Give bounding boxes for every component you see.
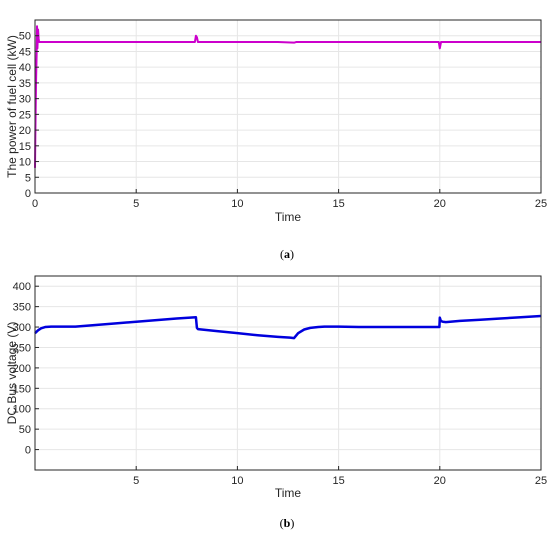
x-tick-label: 25 — [535, 475, 547, 487]
x-tick-label: 10 — [231, 198, 243, 210]
y-tick-label: 300 — [13, 322, 31, 334]
y-tick-label: 350 — [13, 302, 31, 314]
panel-a-grid — [34, 20, 542, 194]
panel-b-caption: (b) — [280, 516, 295, 530]
x-tick-label: 25 — [535, 198, 547, 210]
data-line — [34, 314, 542, 340]
y-tick-label: 40 — [19, 62, 31, 74]
y-tick-label: 10 — [19, 157, 31, 169]
x-tick-label: 5 — [133, 198, 139, 210]
panel-a: 0 5 10 15 20 25 0 5 10 15 20 25 30 35 40 45 50 Time The … — [5, 19, 547, 261]
panel-a-x-axis-label: Time — [275, 210, 302, 224]
panel-b-grid — [35, 276, 542, 470]
panel-a-axes-frame — [34, 19, 542, 194]
y-tick-label: 150 — [13, 383, 31, 395]
y-tick-label: 25 — [19, 109, 31, 121]
y-tick-label: 0 — [25, 445, 31, 457]
y-tick-label: 20 — [19, 125, 31, 137]
y-tick-label: 15 — [19, 141, 31, 153]
panel-b-axes-frame — [34, 275, 542, 471]
panel-a-caption: (a) — [280, 247, 294, 261]
panel-a-caption-letter: a — [284, 247, 290, 261]
x-tick-label: 20 — [434, 198, 446, 210]
panel-b-line-series — [34, 314, 542, 340]
y-tick-label: 0 — [25, 188, 31, 200]
x-tick-label: 0 — [32, 198, 38, 210]
panel-b-x-axis-label: Time — [275, 486, 302, 500]
panel-a-line-series — [34, 25, 541, 168]
x-tick-label: 15 — [332, 198, 344, 210]
y-tick-label: 45 — [19, 46, 31, 58]
panel-b-caption-letter: b — [284, 516, 291, 530]
y-tick-label: 200 — [13, 363, 31, 375]
x-tick-label: 20 — [434, 475, 446, 487]
panel-a-y-axis-label: The power of fuel cell (kW) — [5, 35, 19, 178]
y-tick-label: 100 — [13, 404, 31, 416]
y-tick-label: 400 — [13, 281, 31, 293]
y-tick-label: 50 — [19, 31, 31, 43]
y-tick-label: 5 — [25, 172, 31, 184]
x-tick-label: 5 — [133, 475, 139, 487]
x-tick-label: 15 — [332, 475, 344, 487]
y-tick-label: 35 — [19, 78, 31, 90]
panel-b-y-axis-label: DC Bus voltage (V) — [5, 322, 19, 425]
y-tick-label: 30 — [19, 94, 31, 106]
y-tick-label: 250 — [13, 342, 31, 354]
x-tick-label: 10 — [231, 475, 243, 487]
panel-a-tick-labels: 0 5 10 15 20 25 0 5 10 15 20 25 30 35 40 45 50 — [19, 31, 547, 210]
y-tick-label: 50 — [19, 424, 31, 436]
data-line — [34, 25, 541, 168]
